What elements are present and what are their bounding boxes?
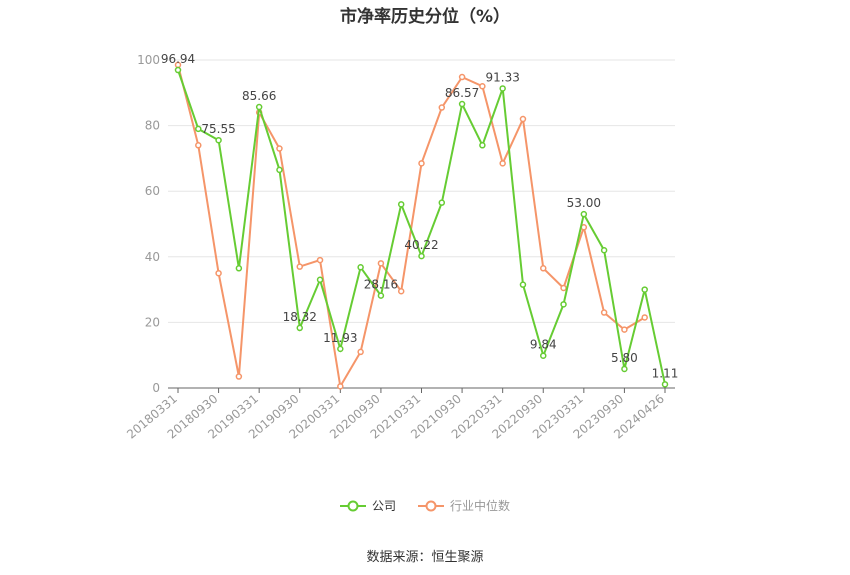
data-label: 91.33: [485, 70, 519, 84]
data-point: [377, 292, 385, 299]
series-line-1: [177, 64, 646, 390]
data-label: 85.66: [242, 89, 276, 103]
data-point: [296, 324, 303, 332]
data-point: [438, 104, 446, 111]
y-tick-label: 80: [145, 119, 160, 133]
data-point: [276, 166, 283, 174]
data-point: [296, 263, 303, 270]
y-tick-label: 0: [152, 381, 160, 395]
data-point: [195, 142, 202, 149]
data-point: [418, 160, 425, 167]
data-point: [357, 348, 364, 356]
y-tick-label: 40: [145, 250, 160, 264]
legend-item-company[interactable]: 公司: [339, 497, 396, 514]
data-label: 28.16: [364, 278, 398, 292]
legend-company-marker-icon: [339, 500, 366, 511]
data-labels: 96.94 75.55 85.66 18.32 11.93 28.16 40.22 86.57…: [161, 52, 679, 380]
legend-industry-label: 行业中位数: [450, 499, 511, 513]
data-point: [215, 136, 222, 144]
series-layer: [174, 61, 669, 390]
data-label: 11.93: [323, 331, 357, 345]
data-point: [316, 256, 324, 264]
data-point: [580, 210, 588, 218]
data-source: 数据来源：恒生聚源: [366, 550, 484, 565]
data-point: [560, 284, 567, 292]
data-point: [458, 100, 466, 108]
legend-item-industry[interactable]: 行业中位数: [418, 497, 510, 514]
data-point: [438, 199, 446, 206]
data-point: [519, 115, 527, 123]
data-point: [560, 301, 567, 308]
data-point: [377, 260, 385, 267]
data-point: [499, 160, 506, 167]
data-label: 5.80: [611, 351, 638, 365]
data-point: [621, 326, 628, 333]
data-point: [255, 103, 263, 111]
data-label: 9.84: [530, 338, 557, 352]
data-point: [174, 66, 182, 74]
data-point: [337, 383, 344, 390]
legend: 公司 行业中位数: [0, 497, 850, 514]
data-point: [661, 381, 669, 388]
data-point: [621, 365, 628, 373]
data-point: [357, 264, 364, 271]
data-label: 86.57: [445, 86, 479, 100]
data-point: [276, 145, 283, 152]
axes: 0204060801002018033120180930201903312019…: [124, 53, 675, 442]
data-point: [195, 125, 202, 133]
data-point: [235, 373, 243, 380]
data-point: [235, 265, 243, 272]
data-point: [479, 82, 486, 90]
data-point: [641, 314, 648, 321]
data-point: [540, 265, 547, 272]
data-label: 18.32: [283, 310, 317, 324]
data-point: [540, 352, 547, 359]
legend-company-label: 公司: [371, 499, 396, 513]
data-label: 53.00: [567, 196, 601, 210]
chart-title: 市净率历史分位（%）: [339, 7, 511, 27]
y-tick-label: 60: [145, 184, 160, 198]
data-point: [641, 286, 648, 293]
data-label: 96.94: [161, 52, 195, 66]
data-label: 75.55: [201, 122, 235, 136]
y-tick-label: 20: [145, 315, 160, 329]
data-point: [316, 276, 324, 284]
data-point: [519, 281, 527, 288]
y-tick-label: 100: [137, 53, 160, 67]
data-point: [215, 269, 222, 277]
data-point: [479, 142, 486, 149]
data-point: [418, 252, 425, 260]
data-point: [337, 345, 344, 353]
data-point: [458, 73, 466, 81]
data-point: [499, 85, 506, 92]
data-point: [600, 309, 608, 316]
legend-industry-marker-icon: [418, 500, 444, 511]
data-point: [600, 246, 608, 254]
data-point: [397, 201, 405, 208]
data-point: [397, 287, 405, 295]
data-label: 1.11: [652, 366, 679, 380]
data-label: 40.22: [404, 238, 438, 252]
